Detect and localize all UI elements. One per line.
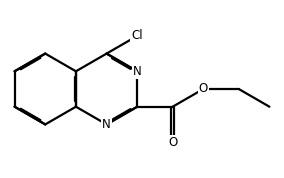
Text: Cl: Cl — [131, 29, 143, 42]
Text: N: N — [133, 65, 142, 78]
Text: O: O — [168, 136, 177, 149]
Text: N: N — [102, 118, 111, 131]
Text: O: O — [199, 82, 208, 96]
